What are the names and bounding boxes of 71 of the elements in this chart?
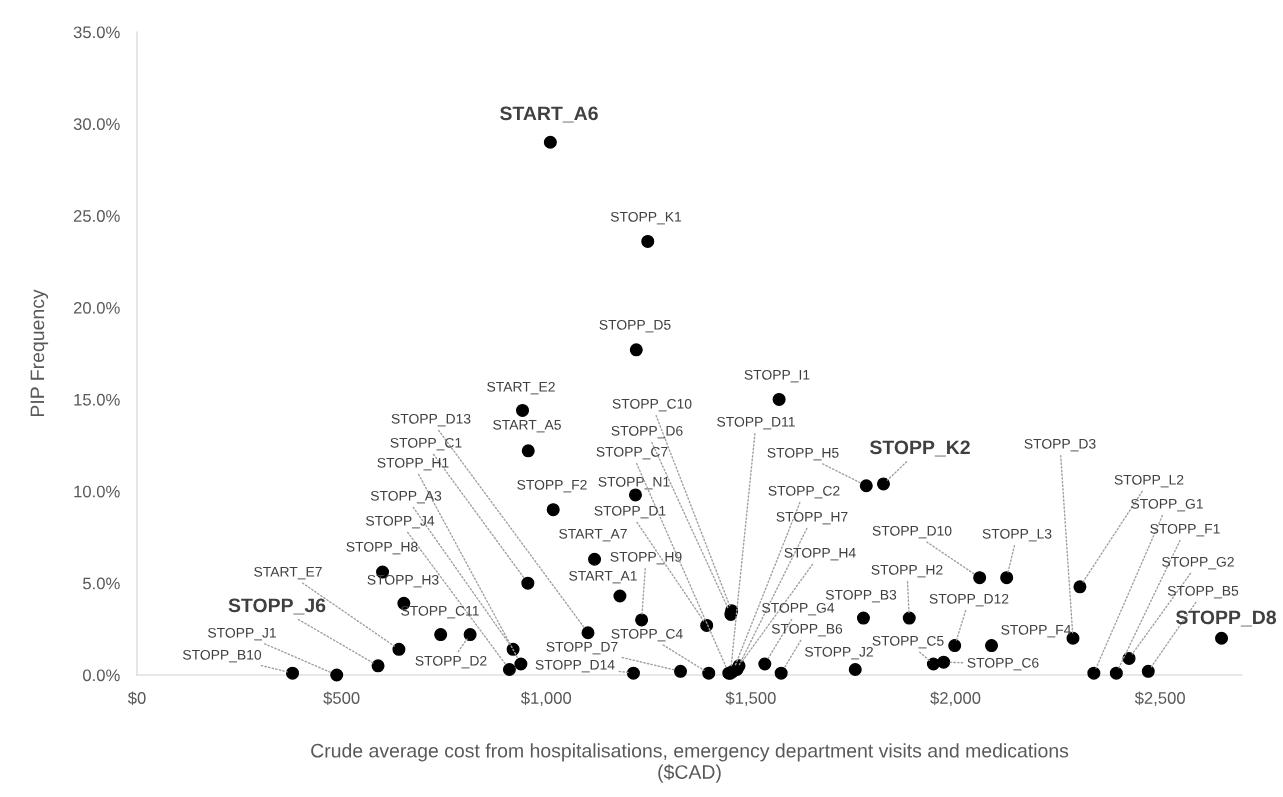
- y-tick-label: 35.0%: [73, 26, 120, 39]
- x-tick-label: $0: [127, 691, 146, 705]
- data-label: STOPP_C6: [967, 657, 1039, 671]
- y-tick-label: 30.0%: [73, 118, 120, 131]
- data-label: STOPP_D7: [546, 641, 618, 655]
- y-tick-label: 0.0%: [83, 669, 120, 682]
- data-label: STOPP_C4: [611, 628, 683, 642]
- data-label: STOPP_H9: [610, 551, 682, 565]
- data-label: STOPP_N1: [598, 476, 670, 490]
- data-label: STOPP_C7: [596, 446, 668, 460]
- data-label: STOPP_D8: [1175, 610, 1277, 627]
- data-label: START_A6: [500, 106, 598, 123]
- data-label: STOPP_F2: [517, 479, 587, 493]
- data-label: STOPP_G4: [762, 602, 835, 616]
- data-label: STOPP_F1: [1150, 523, 1220, 537]
- x-tick-label: $2,000: [930, 691, 981, 706]
- data-label: STOPP_H8: [346, 541, 418, 555]
- data-label: STOPP_I1: [744, 369, 810, 383]
- data-label: START_A7: [559, 528, 627, 542]
- y-tick-label: 25.0%: [73, 210, 120, 222]
- y-axis-title: PIP Frequency: [30, 289, 49, 417]
- x-tick-label: $2,500: [1134, 691, 1185, 706]
- data-label: STOPP_D12: [929, 593, 1009, 607]
- y-tick-label: 5.0%: [83, 577, 120, 590]
- data-label: STOPP_D6: [611, 425, 683, 439]
- data-label: STOPP_H7: [776, 511, 848, 525]
- data-label: STOPP_C10: [612, 398, 692, 412]
- data-label: STOPP_D2: [415, 655, 487, 669]
- data-label: STOPP_H5: [767, 447, 839, 461]
- data-label: STOPP_H1: [377, 457, 449, 471]
- data-label: STOPP_D14: [535, 659, 615, 673]
- data-label: START_A1: [569, 570, 637, 584]
- data-label: STOPP_K1: [610, 211, 682, 225]
- x-tick-label: $1,500: [725, 691, 776, 706]
- data-label: STOPP_B10: [183, 649, 262, 663]
- data-label: STOPP_D13: [391, 413, 471, 427]
- data-label: STOPP_G2: [1162, 556, 1234, 570]
- data-label: STOPP_C11: [401, 605, 479, 619]
- x-tick-label: $500: [323, 691, 360, 705]
- data-label: STOPP_A3: [370, 490, 442, 504]
- data-label: STOPP_D5: [599, 319, 671, 333]
- y-tick-label: 10.0%: [74, 485, 120, 498]
- data-label: STOPP_J6: [228, 598, 326, 615]
- data-label: STOPP_J1: [208, 627, 276, 641]
- x-axis-title: Crude average cost from hospitalisations, emergency department visits and medications ($CAD): [311, 743, 1069, 783]
- data-label: STOPP_L3: [982, 528, 1052, 542]
- data-label: START_E7: [254, 566, 322, 580]
- x-tick-label: $1,000: [520, 691, 572, 706]
- data-label: START_E2: [487, 381, 555, 395]
- data-label: STOPP_C1: [390, 437, 462, 451]
- data-label: STOPP_K2: [869, 440, 970, 457]
- data-label: STOPP_D11: [717, 416, 795, 430]
- data-label: STOPP_B6: [771, 623, 843, 637]
- data-label: STOPP_F4: [1001, 624, 1071, 638]
- data-label: STOPP_B5: [1167, 585, 1239, 599]
- y-tick-label: 20.0%: [73, 301, 120, 314]
- data-label: STOPP_C2: [768, 485, 840, 499]
- data-label: STOPP_J4: [366, 515, 435, 529]
- data-label: STOPP_H4: [784, 547, 856, 561]
- data-label: START_A5: [493, 419, 561, 433]
- data-label: STOPP_H2: [871, 564, 943, 578]
- data-label: STOPP_G1: [1131, 498, 1203, 512]
- data-label: STOPP_C5: [872, 635, 944, 649]
- data-label: STOPP_D1: [594, 505, 666, 519]
- data-label: STOPP_D10: [872, 525, 952, 539]
- data-label: STOPP_L2: [1114, 474, 1184, 488]
- data-label: STOPP_B3: [825, 589, 897, 603]
- y-tick-label: 15.0%: [74, 393, 120, 406]
- data-label: STOPP_H3: [367, 574, 439, 588]
- data-label: STOPP_J2: [805, 646, 873, 660]
- data-label: STOPP_D3: [1024, 438, 1096, 452]
